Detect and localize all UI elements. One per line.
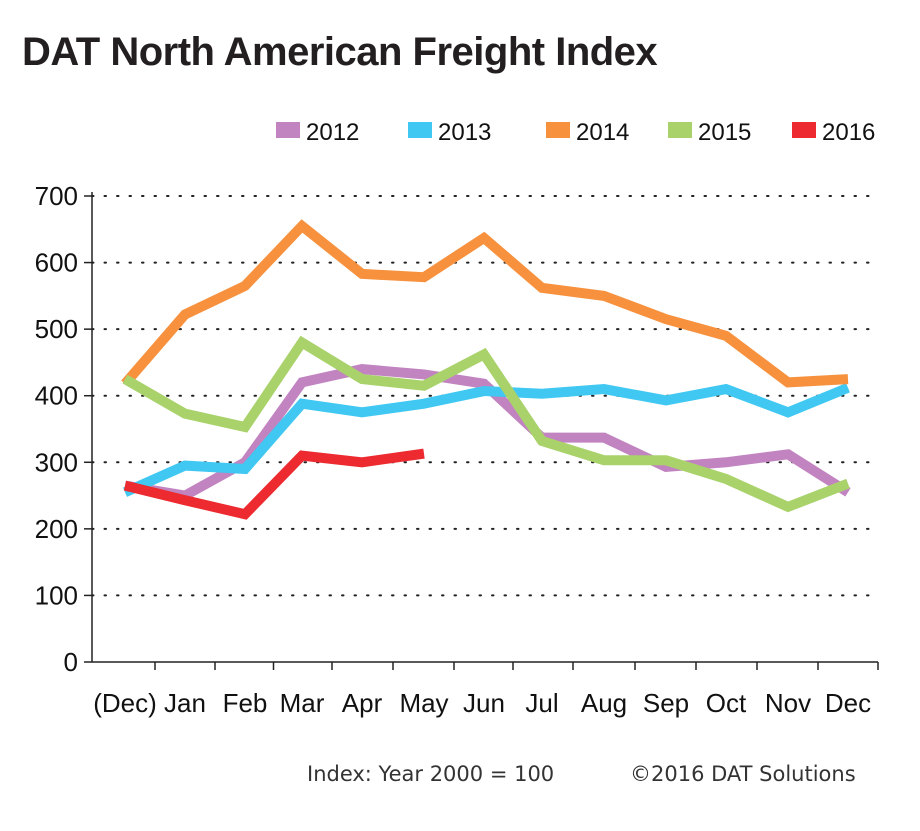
y-tick-label: 400 bbox=[35, 381, 78, 411]
copyright: ©2016 DAT Solutions bbox=[630, 762, 856, 786]
index-note: Index: Year 2000 = 100 bbox=[307, 762, 555, 786]
x-tick-label: Apr bbox=[342, 688, 383, 718]
x-tick-label: Dec bbox=[825, 688, 871, 718]
x-tick-label: (Dec) bbox=[93, 688, 157, 718]
series-line-2013 bbox=[122, 383, 850, 497]
legend-swatch-2014 bbox=[546, 122, 570, 138]
legend-label: 2014 bbox=[576, 119, 629, 146]
x-tick-label: Jun bbox=[463, 688, 505, 718]
legend-swatch-2015 bbox=[668, 122, 692, 138]
x-tick-label: Feb bbox=[223, 688, 268, 718]
x-tick-label: May bbox=[399, 688, 448, 718]
legend-label: 2016 bbox=[822, 119, 875, 146]
x-tick-label: Aug bbox=[581, 688, 627, 718]
legend-label: 2013 bbox=[438, 119, 491, 146]
legend-label: 2015 bbox=[698, 119, 751, 146]
x-tick-label: Nov bbox=[765, 688, 811, 718]
x-tick-label: Mar bbox=[280, 688, 325, 718]
y-tick-label: 500 bbox=[35, 314, 78, 344]
x-tick-label: Sep bbox=[643, 688, 689, 718]
series-line-2016 bbox=[123, 448, 425, 520]
legend-label: 2012 bbox=[306, 119, 359, 146]
legend-swatch-2012 bbox=[276, 122, 300, 138]
series-line-2015 bbox=[122, 335, 850, 513]
x-tick-label: Oct bbox=[706, 688, 747, 718]
y-tick-label: 100 bbox=[35, 580, 78, 610]
x-tick-label: Jan bbox=[164, 688, 206, 718]
x-tick-label: Jul bbox=[525, 688, 558, 718]
y-tick-label: 600 bbox=[35, 248, 78, 278]
chart-title: DAT North American Freight Index bbox=[22, 30, 658, 74]
y-tick-label: 300 bbox=[35, 447, 78, 477]
y-tick-label: 0 bbox=[64, 647, 78, 677]
y-tick-label: 200 bbox=[35, 514, 78, 544]
y-tick-label: 700 bbox=[35, 181, 78, 211]
legend-swatch-2013 bbox=[408, 122, 432, 138]
legend-swatch-2016 bbox=[792, 122, 816, 138]
